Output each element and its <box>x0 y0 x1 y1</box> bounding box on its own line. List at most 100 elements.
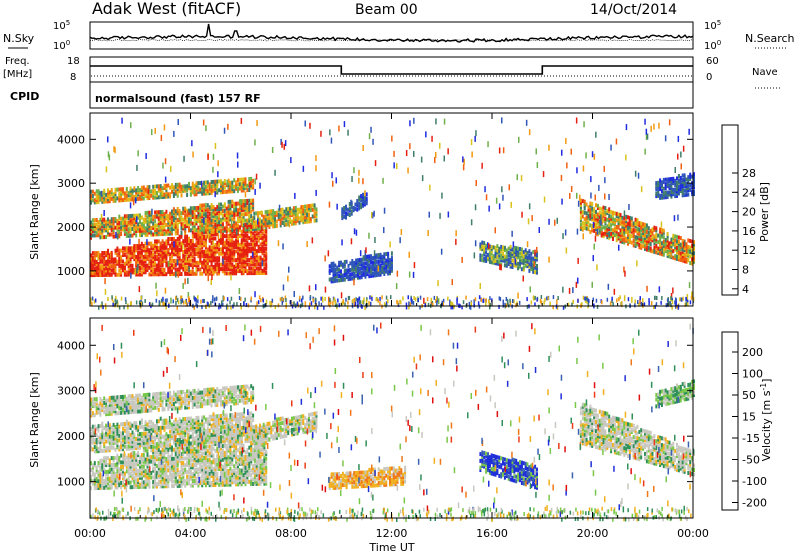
heatmap-cell <box>90 270 92 275</box>
heatmap-cell <box>587 297 589 302</box>
heatmap-cell <box>244 269 247 273</box>
heatmap-cell <box>233 271 236 276</box>
heatmap-cell <box>235 238 238 243</box>
heatmap-cell <box>189 263 192 268</box>
heatmap-cell <box>208 182 211 187</box>
heatmap-cell <box>184 230 187 235</box>
heatmap-cell <box>582 165 585 172</box>
heatmap-cell <box>137 255 140 259</box>
heatmap-cell <box>165 223 168 227</box>
heatmap-cell <box>157 225 160 230</box>
heatmap-cell <box>140 194 143 199</box>
heatmap-cell <box>261 271 264 275</box>
heatmap-cell <box>182 208 185 213</box>
heatmap-cell <box>548 256 550 263</box>
heatmap-cell <box>216 267 219 272</box>
heatmap-cell <box>227 206 230 211</box>
heatmap-cell <box>163 256 166 261</box>
heatmap-cell <box>528 268 531 273</box>
heatmap-cell <box>186 260 189 265</box>
heatmap-cell <box>135 244 138 248</box>
heatmap-cell <box>169 194 172 199</box>
heatmap-cell <box>139 233 141 238</box>
heatmap-cell <box>154 189 157 193</box>
heatmap-cell <box>182 282 184 289</box>
heatmap-cell <box>188 213 190 217</box>
heatmap-cell <box>227 215 230 220</box>
heatmap-cell <box>503 263 506 268</box>
heatmap-cell <box>144 217 147 222</box>
heatmap-cell <box>666 232 669 236</box>
heatmap-cell <box>95 200 98 205</box>
heatmap-cell <box>231 249 234 254</box>
heatmap-cell <box>212 245 215 250</box>
heatmap-cell <box>244 242 247 247</box>
heatmap-cell <box>382 177 384 184</box>
heatmap-cell <box>221 222 224 227</box>
heatmap-cell <box>197 225 200 230</box>
heatmap-cell <box>127 453 130 458</box>
heatmap-cell <box>127 250 130 255</box>
heatmap-cell <box>575 281 578 288</box>
heatmap-cell <box>142 230 145 235</box>
heatmap-cell <box>101 197 104 202</box>
heatmap-cell <box>201 260 204 265</box>
heatmap-cell <box>188 186 190 191</box>
heatmap-cell <box>108 476 111 481</box>
heatmap-cell <box>131 233 134 238</box>
heatmap-cell <box>203 241 206 245</box>
heatmap-cell <box>90 257 92 262</box>
heatmap-cell <box>498 203 501 210</box>
heatmap-cell <box>164 287 167 294</box>
heatmap-cell <box>227 189 230 194</box>
heatmap-cell <box>105 192 108 197</box>
heatmap-cell <box>150 230 153 235</box>
heatmap-cell <box>161 195 164 199</box>
heatmap-cell <box>214 245 217 250</box>
heatmap-cell <box>283 216 286 221</box>
heatmap-cell <box>687 238 690 243</box>
heatmap-cell <box>93 270 96 275</box>
heatmap-cell <box>216 220 219 225</box>
heatmap-cell <box>257 211 260 216</box>
heatmap-cell <box>244 264 247 269</box>
heatmap-cell <box>127 214 130 219</box>
heatmap-cell <box>99 253 102 258</box>
heatmap-cell <box>262 217 265 221</box>
heatmap-cell <box>114 192 117 197</box>
heatmap-cell <box>218 179 221 184</box>
heatmap-cell <box>212 236 215 241</box>
heatmap-cell <box>251 218 253 225</box>
heatmap-cell <box>159 192 162 197</box>
heatmap-cell <box>229 204 232 209</box>
heatmap-cell <box>268 222 271 227</box>
heatmap-cell <box>462 156 464 163</box>
heatmap-cell <box>311 237 314 244</box>
heatmap-cell <box>522 254 525 259</box>
heatmap-cell <box>171 216 173 221</box>
heatmap-cell <box>148 265 151 270</box>
heatmap-cell <box>253 244 256 249</box>
heatmap-cell <box>212 240 214 247</box>
heatmap-cell <box>208 189 211 193</box>
heatmap-cell <box>203 236 206 241</box>
heatmap-cell <box>425 131 427 138</box>
heatmap-cell <box>150 448 153 453</box>
heatmap-cell <box>255 266 258 271</box>
heatmap-cell <box>177 300 180 305</box>
heatmap-cell <box>186 252 189 257</box>
heatmap-cell <box>237 231 239 236</box>
heatmap-cell <box>270 215 273 220</box>
heatmap-cell <box>687 245 690 249</box>
heatmap-cell <box>328 264 331 269</box>
heatmap-cell <box>137 450 140 455</box>
heatmap-cell <box>154 223 157 228</box>
heatmap-cell <box>101 195 104 200</box>
heatmap-cell <box>199 232 202 237</box>
heatmap-cell <box>122 460 124 465</box>
heatmap-cell <box>122 216 124 221</box>
heatmap-cell <box>116 474 119 479</box>
heatmap-cell <box>250 236 253 240</box>
heatmap-cell <box>475 130 477 137</box>
heatmap-cell <box>135 229 138 233</box>
